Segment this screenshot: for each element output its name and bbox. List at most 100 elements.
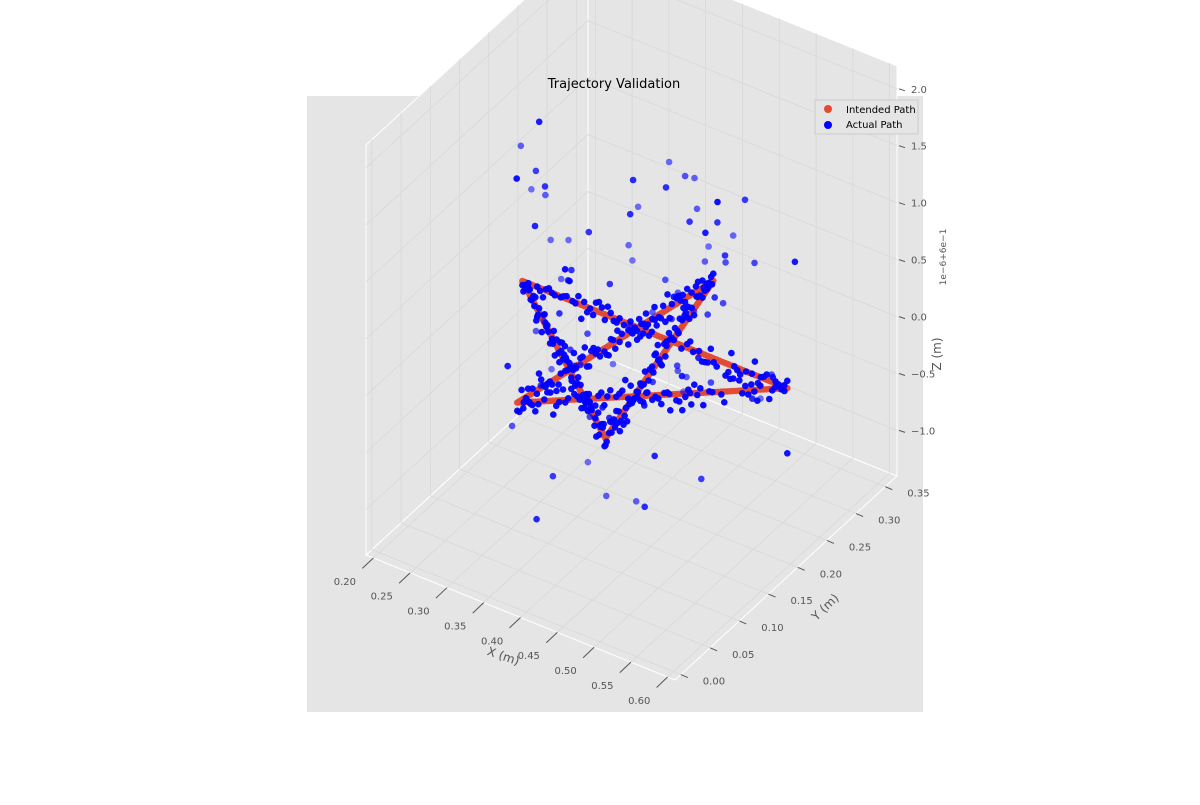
actual-path-point [535, 370, 543, 377]
actual-path-point [542, 286, 550, 293]
y-tick-label: 0.15 [791, 596, 813, 607]
y-tick-mark [885, 486, 893, 491]
y-grid-floor [400, 522, 711, 649]
actual-path-point [531, 222, 539, 230]
actual-path-point [757, 373, 765, 381]
actual-path-point [623, 418, 631, 425]
actual-path-point [548, 365, 555, 373]
y-tick-label: 0.20 [820, 569, 842, 580]
actual-path-point [533, 390, 541, 398]
actual-path-point [550, 411, 557, 418]
actual-path-point [683, 340, 691, 348]
actual-path-point [691, 174, 698, 182]
actual-path-point [559, 386, 567, 393]
actual-path-point [663, 342, 670, 350]
actual-path-point [741, 196, 749, 204]
actual-path-point [659, 302, 667, 310]
actual-path-point [614, 327, 621, 335]
actual-path-point [520, 405, 527, 412]
actual-path-point [754, 379, 762, 387]
actual-path-point [585, 390, 593, 398]
actual-path-point [557, 275, 565, 283]
y-tick-mark [768, 593, 776, 598]
actual-path-point [537, 376, 545, 383]
actual-path-point [524, 385, 532, 393]
actual-path-point [751, 388, 758, 395]
actual-path-point [603, 438, 610, 446]
actual-path-point [575, 292, 582, 300]
legend-label-intended-path: Intended Path [846, 105, 916, 116]
actual-path-point [748, 370, 756, 378]
actual-path-point [781, 387, 788, 395]
actual-path-point [595, 431, 603, 439]
actual-path-point [679, 406, 686, 414]
actual-path-point [577, 361, 584, 369]
actual-path-point [731, 363, 738, 370]
actual-path-point [621, 412, 628, 420]
actual-path-point [632, 394, 639, 402]
z-tick-label: 0.5 [911, 256, 927, 267]
actual-path-point [749, 395, 756, 403]
actual-path-point [534, 311, 542, 319]
z-grid-left [365, 0, 550, 169]
z-grid-back [587, 77, 898, 204]
x-tick-label: 0.30 [407, 607, 429, 618]
actual-path-point [565, 236, 572, 244]
actual-path-point [658, 400, 665, 408]
grid-lines [365, 0, 898, 678]
actual-path-point [550, 327, 558, 335]
x-grid-floor [593, 443, 817, 648]
actual-path-point [729, 232, 737, 239]
actual-path-point [675, 329, 682, 337]
x-tick-mark [619, 661, 632, 673]
actual-path-point [592, 414, 599, 422]
y-tick-label: 0.25 [849, 542, 871, 553]
actual-path-point [708, 281, 716, 288]
actual-path-point [766, 395, 773, 403]
z-tick-label: −1.0 [911, 426, 935, 437]
actual-path-point [568, 266, 575, 274]
x-grid-floor [373, 353, 596, 559]
actual-path-point [533, 515, 540, 523]
y-grid-floor [430, 495, 740, 622]
actual-path-point [526, 286, 534, 293]
actual-path-point [577, 381, 584, 389]
actual-path-point [751, 358, 759, 365]
z-tick-mark [898, 88, 906, 92]
y-grid-floor [371, 549, 681, 675]
actual-path-point [625, 341, 632, 348]
actual-path-point [664, 291, 671, 298]
actual-path-point [588, 347, 595, 355]
x-grid-floor [630, 457, 854, 663]
actual-path-point [599, 404, 606, 411]
actual-path-point [518, 386, 525, 394]
actual-path-point [698, 358, 706, 365]
z-grid-left [365, 191, 589, 396]
actual-path-point [757, 395, 764, 402]
actual-path-point [532, 408, 539, 415]
actual-path-point [612, 345, 619, 353]
actual-path-point [739, 390, 746, 397]
actual-path-point [714, 198, 721, 206]
x-tick-mark [398, 572, 411, 584]
actual-path-point [557, 370, 565, 377]
actual-path-point [561, 266, 569, 273]
actual-path-point [584, 330, 591, 338]
actual-path-point [542, 191, 549, 199]
actual-path-point [668, 300, 676, 308]
actual-path-point [622, 376, 629, 384]
actual-path-point [532, 327, 540, 335]
actual-path-point [556, 398, 563, 406]
actual-path-point [711, 294, 718, 301]
actual-path-point [517, 142, 525, 150]
x-tick-label: 0.60 [628, 696, 650, 707]
x-grid-floor [483, 398, 706, 603]
y-tick-mark [855, 513, 864, 518]
actual-path-point [640, 381, 648, 388]
actual-path-point [704, 311, 711, 318]
actual-path-point [610, 317, 617, 325]
actual-path-point [641, 503, 648, 511]
actual-path-point [564, 277, 572, 284]
actual-path-point [689, 348, 697, 356]
